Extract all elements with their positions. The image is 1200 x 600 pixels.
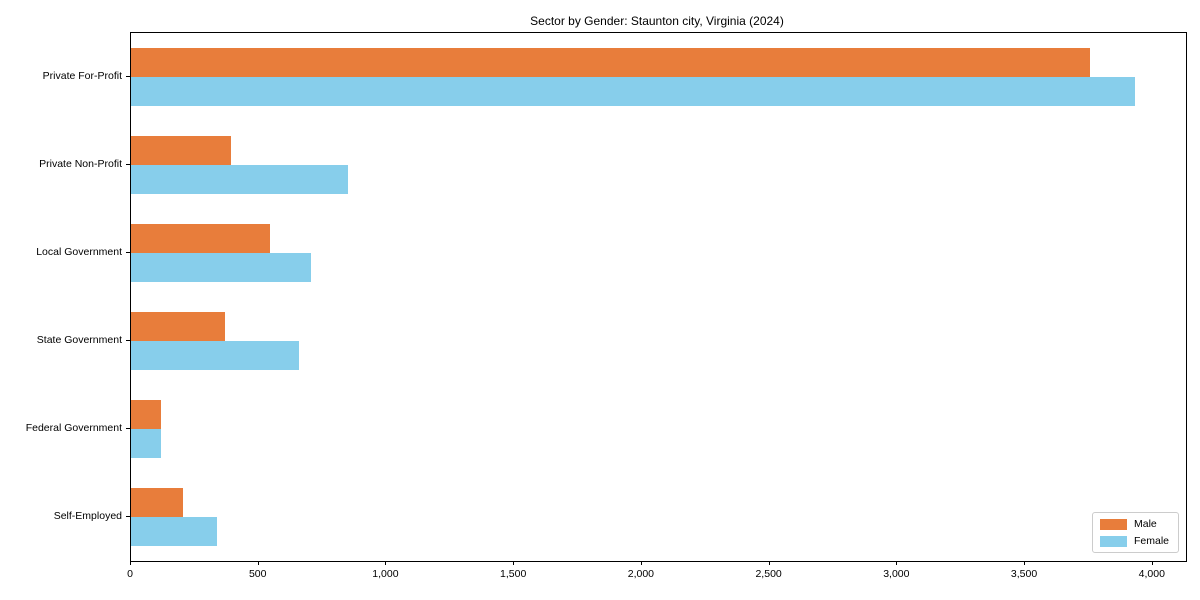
x-tick-mark (385, 561, 387, 565)
y-tick-label: State Government (36, 334, 122, 346)
x-tick-label: 0 (127, 568, 133, 580)
x-tick-label: 2,500 (755, 568, 782, 580)
legend-swatch-female (1099, 535, 1127, 547)
chart-title: Sector by Gender: Staunton city, Virgini… (530, 14, 784, 28)
x-tick-mark (896, 561, 898, 565)
x-tick-mark (640, 561, 642, 565)
x-tick-label: 1,000 (372, 568, 399, 580)
y-tick-mark (126, 76, 130, 77)
bar-male-4 (131, 312, 225, 341)
bar-female-4 (131, 341, 299, 370)
y-tick-label: Private Non-Profit (39, 158, 122, 170)
bar-male-1 (131, 48, 1090, 77)
bar-female-5 (131, 429, 161, 458)
bar-female-6 (131, 517, 217, 546)
bar-female-3 (131, 253, 311, 282)
x-tick-label: 2,000 (627, 568, 655, 580)
bar-female-2 (131, 165, 348, 194)
bar-female-1 (131, 77, 1135, 106)
y-tick-label: Federal Government (25, 422, 122, 434)
x-tick-mark (257, 561, 259, 565)
x-tick-label: 1,500 (500, 568, 527, 580)
y-tick-mark (126, 428, 130, 429)
x-tick-label: 4,000 (1138, 568, 1165, 580)
legend-label-female: Female (1133, 535, 1169, 547)
x-tick-mark (130, 561, 131, 565)
y-tick-mark (126, 516, 130, 517)
bar-male-6 (131, 488, 183, 517)
y-tick-label: Self-Employed (53, 510, 122, 522)
legend: Male Female (1091, 512, 1179, 553)
x-tick-label: 500 (248, 568, 267, 580)
plot-area: Male Female (130, 32, 1187, 562)
y-tick-label: Local Government (36, 246, 122, 258)
x-tick-label: 3,000 (883, 568, 910, 580)
y-tick-mark (126, 340, 130, 341)
legend-label-male: Male (1133, 518, 1157, 530)
legend-item-male: Male (1099, 518, 1169, 530)
y-tick-label: Private For-Profit (42, 70, 122, 82)
bar-male-3 (131, 224, 270, 253)
x-tick-label: 3,500 (1010, 568, 1038, 580)
x-tick-mark (768, 561, 770, 565)
legend-swatch-male (1099, 518, 1127, 530)
y-tick-mark (126, 252, 130, 253)
bar-male-2 (131, 136, 231, 165)
y-tick-mark (126, 164, 130, 165)
legend-item-female: Female (1099, 535, 1169, 547)
bar-male-5 (131, 400, 161, 429)
x-tick-mark (1151, 561, 1153, 565)
x-tick-mark (1024, 561, 1026, 565)
x-tick-mark (513, 561, 515, 565)
